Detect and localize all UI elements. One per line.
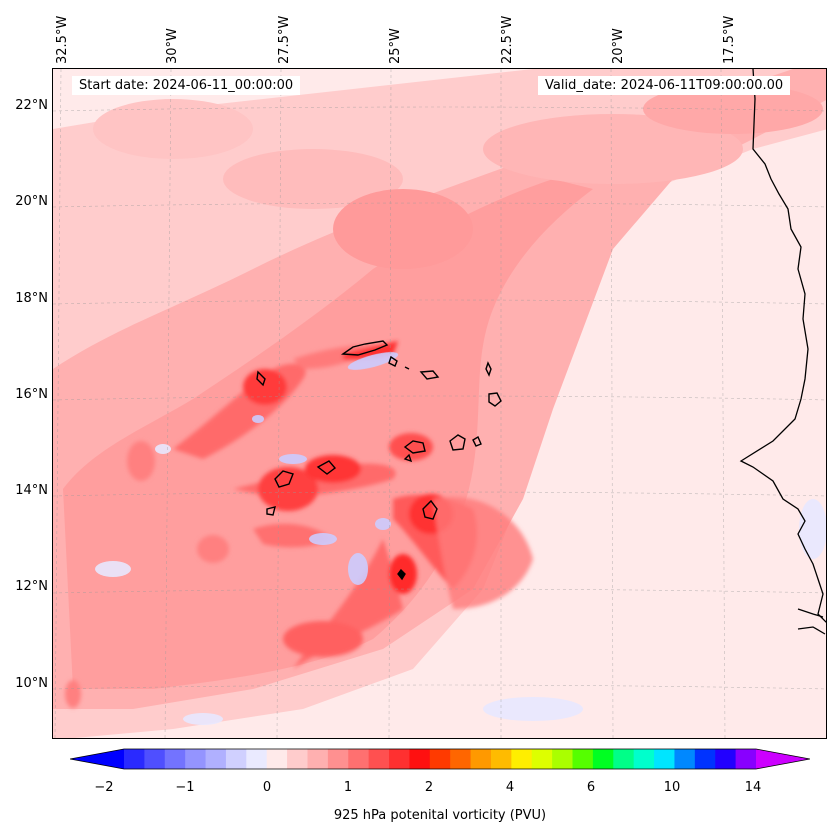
colorbar-title: 925 hPa potenital vorticity (PVU) (333, 808, 547, 823)
latitude-label: 22°N (15, 98, 48, 113)
latitude-label: 16°N (15, 387, 48, 402)
colorbar-segment (246, 749, 268, 769)
start-date-label: Start date: 2024-06-11_00:00:00 (72, 76, 301, 95)
colorbar-segment (409, 749, 431, 769)
cape-verde-islands (256, 340, 502, 581)
colorbar-segment (287, 749, 308, 769)
colorbar-segment (124, 749, 145, 769)
colorbar-segment (674, 749, 696, 769)
colorbar-segment (164, 749, 186, 769)
colorbar-segment (327, 749, 349, 769)
colorbar-segment (205, 749, 227, 769)
colorbar-extend-min (70, 749, 124, 769)
valid-date-label: Valid_date: 2024-06-11T09:00:00.00 (538, 76, 791, 95)
colorbar-segment (572, 749, 594, 769)
colorbar-tick-label: 10 (663, 780, 681, 795)
longitude-label: 27.5°W (277, 15, 292, 64)
colorbar-segment (348, 749, 370, 769)
colorbar-segment (429, 749, 451, 769)
colorbar-segment (511, 749, 533, 769)
colorbar-segment (531, 749, 553, 769)
colorbar-segment (552, 749, 574, 769)
colorbar-tick-label: 4 (505, 780, 515, 795)
colorbar-tick-label: −1 (175, 780, 195, 795)
latitude-label: 14°N (15, 483, 48, 498)
colorbar-segment (654, 749, 675, 769)
latitude-label: 12°N (15, 579, 48, 594)
colorbar-segment (389, 749, 410, 769)
colorbar-gradient (69, 748, 811, 770)
colorbar-segment (613, 749, 635, 769)
colorbar-tick-label: −2 (94, 780, 114, 795)
longitude-label: 30°W (165, 28, 180, 64)
coastline (739, 69, 826, 635)
colorbar-segment (735, 749, 757, 769)
pv-field-map (53, 69, 826, 738)
colorbar-segment (144, 749, 166, 769)
colorbar-segment (470, 749, 492, 769)
colorbar-segment (225, 749, 247, 769)
colorbar-tick-label: 2 (424, 780, 434, 795)
longitude-label: 22.5°W (500, 15, 515, 64)
longitude-label: 20°W (611, 28, 626, 64)
graticule (53, 69, 826, 738)
pv-negative-areas (95, 352, 826, 725)
colorbar-segment (185, 749, 207, 769)
colorbar-tick-label: 0 (262, 780, 272, 795)
longitude-label: 17.5°W (722, 15, 737, 64)
latitude-label: 20°N (15, 194, 48, 209)
colorbar-segment (633, 749, 655, 769)
pv-contours-strong (65, 341, 533, 708)
longitude-label: 32.5°W (55, 15, 70, 64)
colorbar-tick-label: 14 (744, 780, 762, 795)
colorbar-segment (450, 749, 472, 769)
colorbar-tick-label: 1 (343, 780, 353, 795)
colorbar-extend-max (756, 749, 810, 769)
colorbar-segment (307, 749, 329, 769)
colorbar-segment (715, 749, 737, 769)
colorbar-segment (490, 749, 512, 769)
map-panel[interactable] (52, 68, 827, 739)
longitude-label: 25°W (388, 28, 403, 64)
colorbar-segment (266, 749, 288, 769)
colorbar-segment (368, 749, 390, 769)
colorbar-segment (694, 749, 716, 769)
latitude-label: 10°N (15, 676, 48, 691)
colorbar (69, 744, 811, 774)
colorbar-tick-label: 6 (586, 780, 596, 795)
latitude-label: 18°N (15, 291, 48, 306)
colorbar-segment (592, 749, 614, 769)
